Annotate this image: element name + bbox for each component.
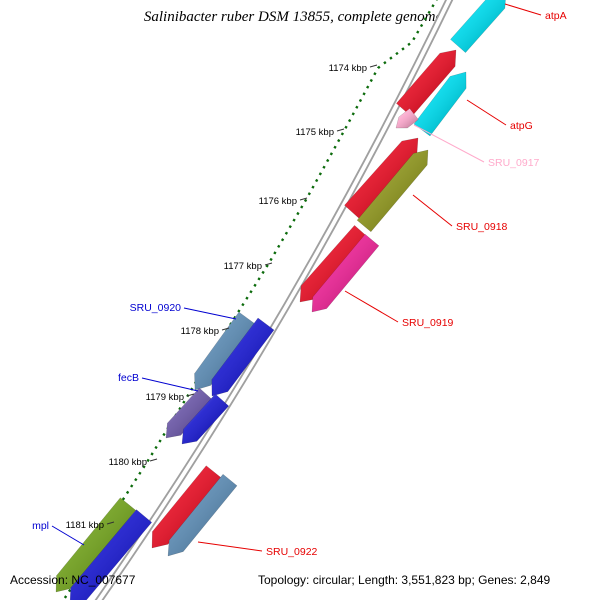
gene-label-mpl: mpl (32, 520, 49, 532)
backbone-inner-gap (96, 0, 452, 600)
genome-title: Salinibacter ruber DSM 13855, complete g… (144, 9, 443, 25)
label-line-SRU_0917 (413, 124, 485, 163)
gene-arrow-SRU_0920 (194, 311, 256, 391)
backbone (94, 0, 454, 600)
gene-label-SRU_0917: SRU_0917 (488, 157, 540, 169)
gene-arrow-fecB (165, 387, 214, 439)
tick-mark-1180 (149, 458, 158, 462)
tick-mark-1179 (186, 393, 195, 397)
tick-mark-1177 (264, 262, 273, 266)
tick-label-1177: 1177 kbp (224, 261, 262, 272)
tick-label-1181: 1181 kbp (66, 520, 104, 531)
tick-mark-1176 (299, 197, 308, 201)
gene-arrow-atpG-shine (414, 72, 467, 136)
tick-label-1178: 1178 kbp (181, 326, 219, 337)
gene-arrow-SRU_0922-shine (152, 465, 222, 548)
gene-label-SRU_0918: SRU_0918 (456, 221, 508, 233)
gene-label-atpA: atpA (545, 10, 567, 22)
tick-label-1176: 1176 kbp (259, 196, 297, 207)
label-line-fecB (141, 377, 199, 392)
orf-arrow-SRU_0920-shine (211, 318, 274, 396)
label-line-mpl (51, 525, 85, 546)
gene-label-SRU_0920: SRU_0920 (130, 302, 182, 314)
tick-mark-1174 (369, 64, 378, 68)
tick-label-1180: 1180 kbp (109, 457, 147, 468)
orf-arrow-mpl-shine (70, 509, 152, 600)
gene-arrow-mpl-shine (56, 497, 136, 592)
orf-arrow-fecB (181, 393, 230, 445)
label-line-SRU_0919 (344, 290, 399, 323)
tick-label-1174: 1174 kbp (329, 63, 367, 74)
orf-arrow-SRU_0920 (211, 317, 275, 397)
gene-arrow-fecB-shine (166, 388, 213, 438)
orf-arrow-SRU_0922 (167, 473, 238, 557)
gene-label-SRU_0922: SRU_0922 (266, 546, 318, 558)
orf-arrow-SRU_0922-shine (168, 474, 237, 556)
label-line-SRU_0920 (183, 307, 237, 320)
orf-arrow-SRU_0918-shine (357, 150, 428, 232)
gene-label-atpG: atpG (510, 120, 533, 132)
gene-arrow-SRU_0918-shine (344, 138, 418, 219)
ruler: 1174 kbp 1175 kbp 1176 kbp 1177 kbp 1178… (66, 63, 378, 531)
label-line-SRU_0922 (197, 541, 263, 552)
backbone-outer-stroke (94, 0, 454, 600)
orf-arrow-fecB-shine (182, 394, 229, 444)
gene-arrow-atp-operon-shine (396, 50, 456, 117)
orf-arrow-SRU_0919-shine (312, 234, 379, 312)
orf-arrow-SRU_0918 (356, 149, 429, 233)
tick-mark-1181 (106, 521, 115, 525)
label-line-atpA (504, 3, 542, 16)
gene-arrow-mpl (55, 497, 137, 593)
footer: Accession: NC_007677 Topology: circular;… (10, 573, 551, 587)
gene-arrow-SRU_0922 (151, 465, 223, 549)
gene-labels: atpA atpG SRU_0917 SRU_0918 SRU_0919 SRU… (32, 3, 567, 558)
gene-arrow-SRU_0917-shine (396, 108, 419, 128)
gene-arrow-atp-operon (396, 49, 457, 117)
topology-text: Topology: circular; Length: 3,551,823 bp… (258, 573, 551, 587)
gene-arrow-atpA-shine (450, 0, 506, 53)
gene-arrow-atpA (450, 0, 506, 53)
gene-arrow-SRU_0917 (395, 108, 419, 129)
tick-label-1175: 1175 kbp (296, 127, 334, 138)
tick-label-1179: 1179 kbp (146, 392, 184, 403)
gene-arrow-SRU_0920-shine (194, 312, 256, 390)
gene-label-SRU_0919: SRU_0919 (402, 317, 454, 329)
accession-text: Accession: NC_007677 (10, 573, 136, 587)
tick-mark-1175 (336, 128, 345, 132)
orf-arrow-mpl (69, 509, 153, 600)
orf-arrow-SRU_0919 (311, 233, 380, 313)
tick-mark-1178 (221, 327, 230, 331)
gene-label-fecB: fecB (118, 372, 139, 384)
gene-arrow-SRU_0919-shine (300, 225, 370, 302)
label-line-atpG (466, 99, 507, 126)
label-line-SRU_0918 (412, 194, 453, 227)
